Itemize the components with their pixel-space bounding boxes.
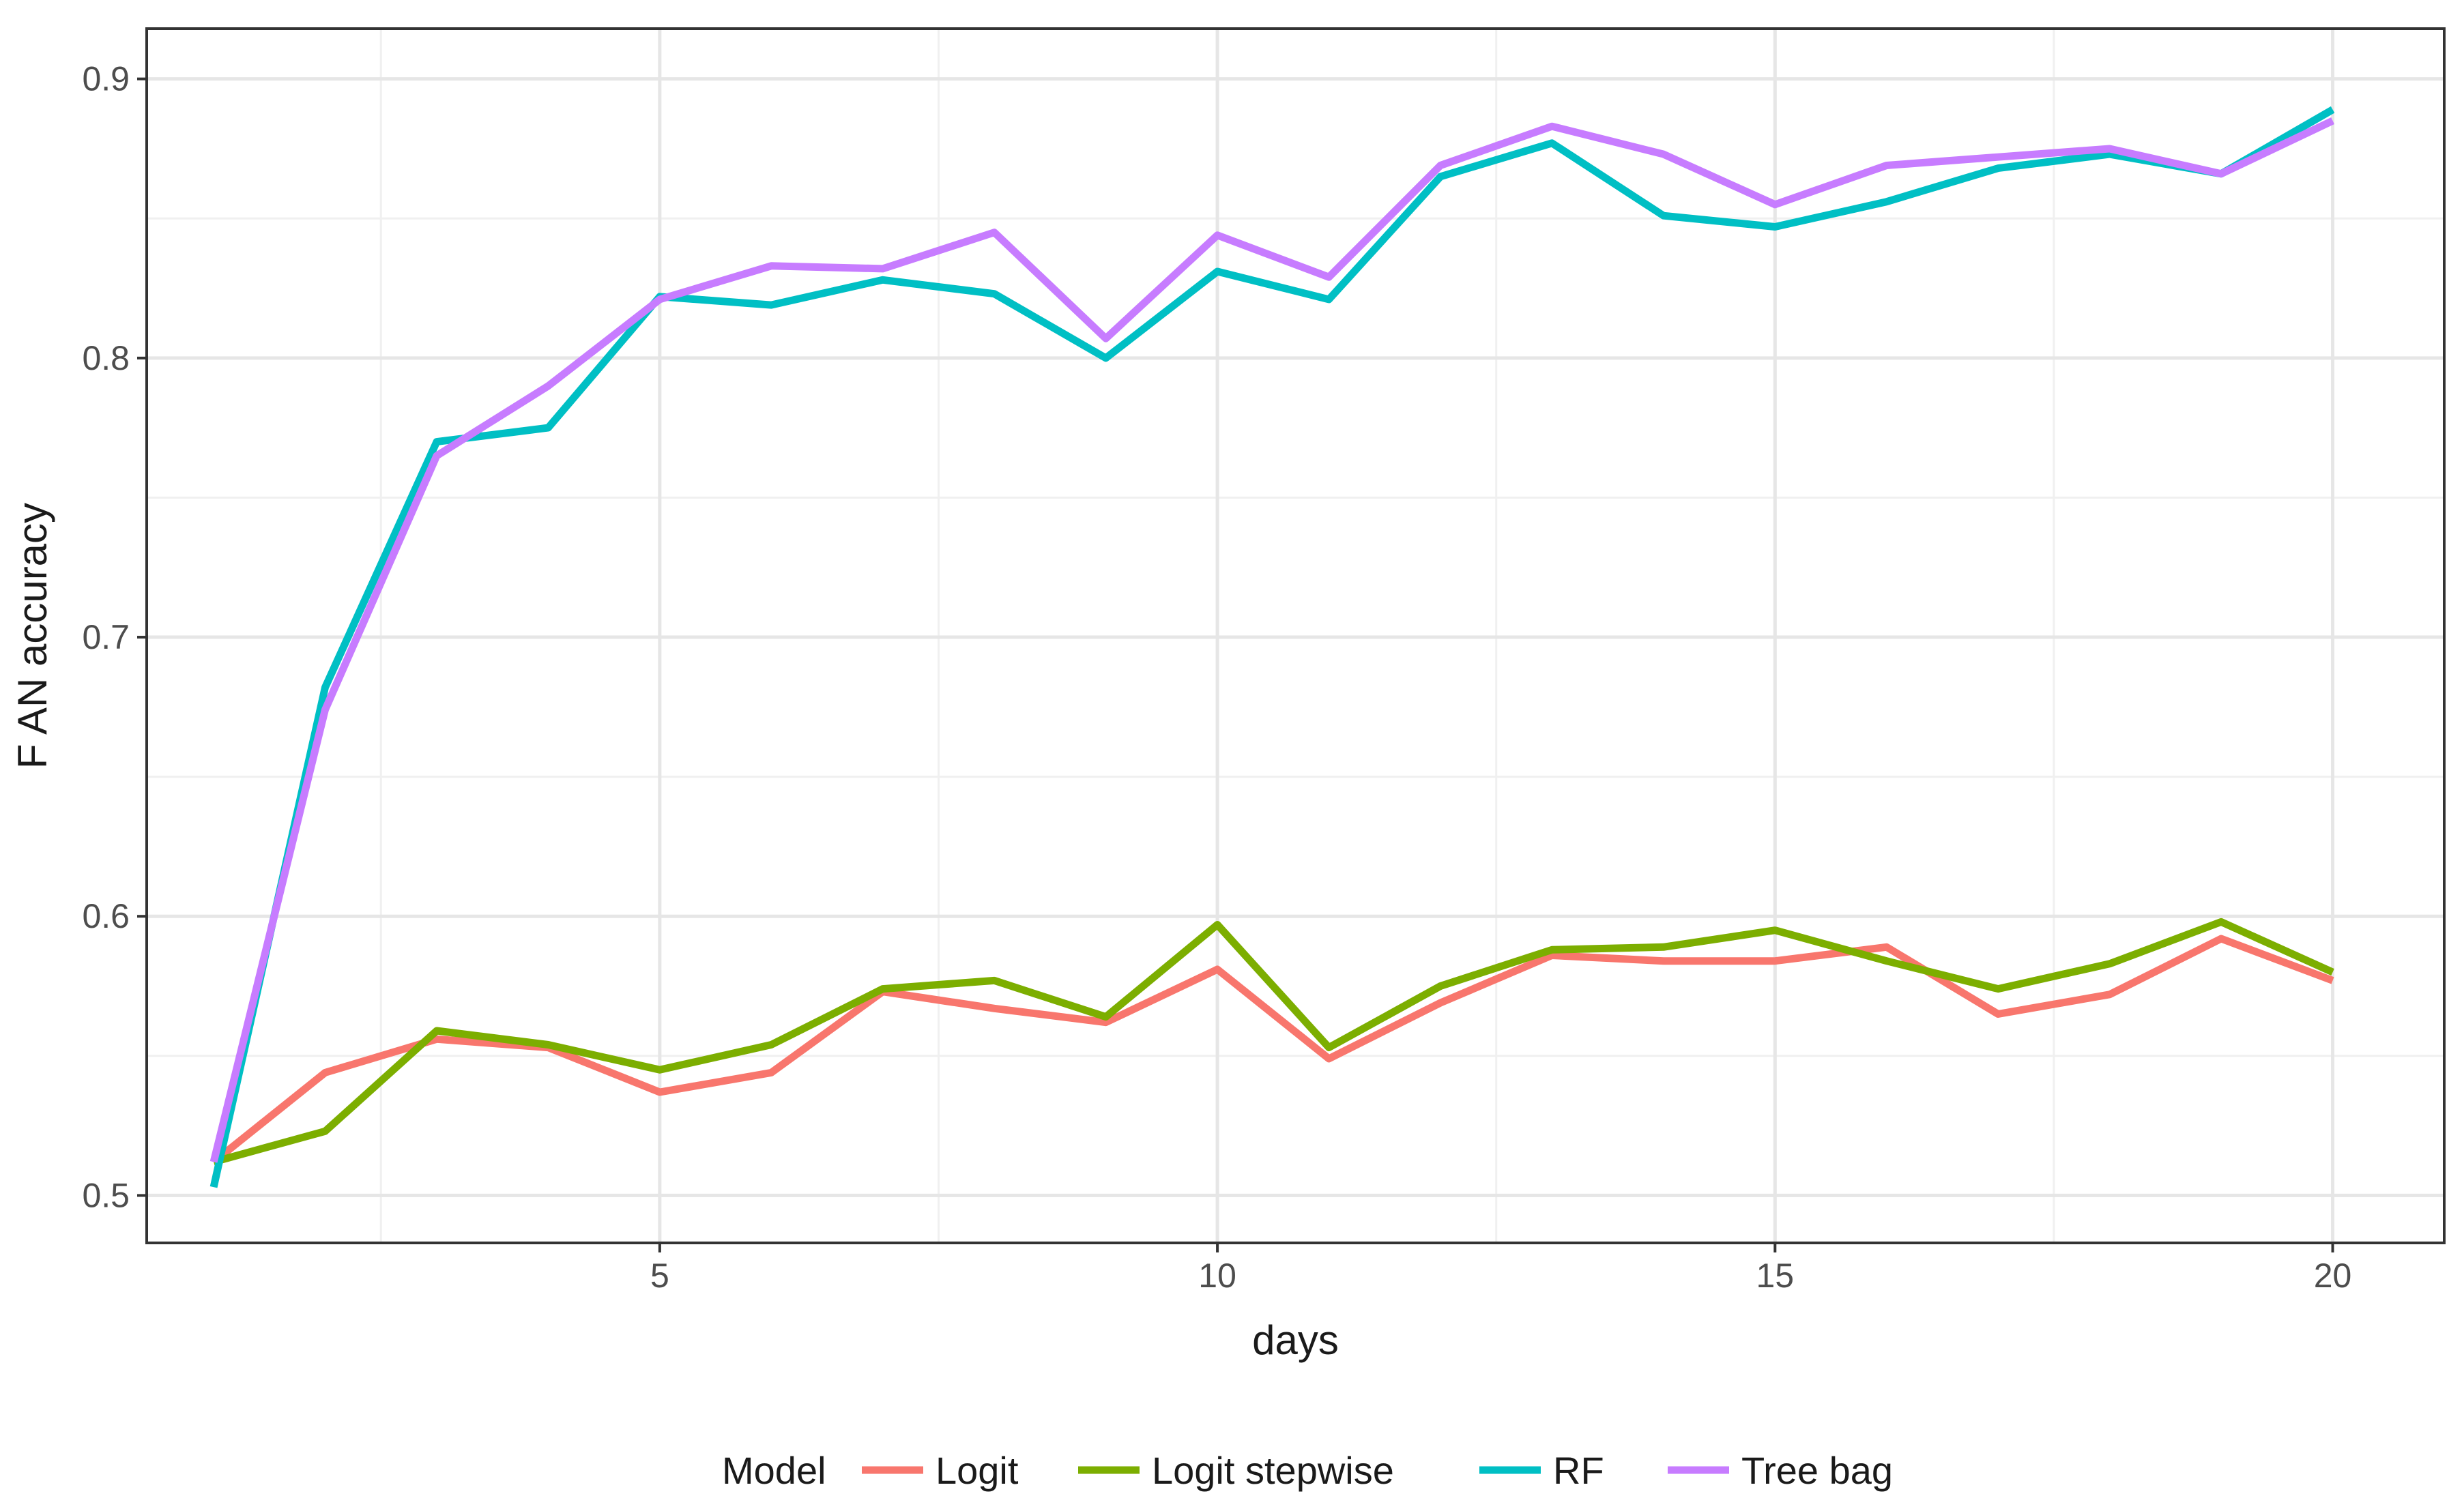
legend: Model Logit Logit stepwise RF Tree bag (722, 1449, 1893, 1492)
series-line-rf (209, 106, 2335, 1188)
y-axis-title: F AN accuracy (10, 503, 55, 769)
y-tick-label: 0.8 (82, 339, 130, 377)
x-tick-label: 20 (2314, 1257, 2352, 1295)
legend-label: Logit stepwise (1152, 1449, 1394, 1492)
y-tick-label: 0.6 (82, 897, 130, 935)
x-tick-label: 15 (1756, 1257, 1795, 1295)
series-line-tree-bag (209, 117, 2334, 1163)
y-tick-label: 0.9 (82, 60, 130, 98)
y-tick-label: 0.7 (82, 618, 130, 656)
x-tick-label: 5 (650, 1257, 669, 1295)
series-line-logit-stepwise (212, 918, 2334, 1166)
panel-border (145, 27, 2446, 1244)
legend-label: RF (1553, 1449, 1604, 1492)
x-tick-label: 10 (1198, 1257, 1236, 1295)
legend-label: Tree bag (1741, 1449, 1893, 1492)
legend-title: Model (722, 1449, 826, 1492)
x-axis-title: days (1252, 1317, 1339, 1363)
legend-label: Logit (936, 1449, 1019, 1492)
series-line-logit (211, 935, 2334, 1165)
y-tick-label: 0.5 (82, 1176, 130, 1214)
series-layer (209, 106, 2335, 1188)
tick-layer: 5 10 15 20 0.5 0.6 0.7 0.8 0.9 (82, 60, 2351, 1295)
grid-major (147, 29, 2444, 1243)
